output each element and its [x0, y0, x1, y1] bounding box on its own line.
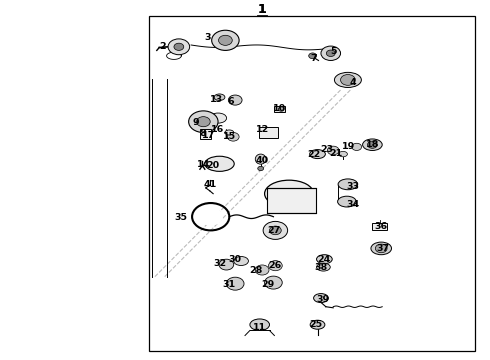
Text: 12: 12 — [256, 125, 270, 134]
Ellipse shape — [334, 72, 362, 87]
Ellipse shape — [317, 255, 332, 264]
Text: 8: 8 — [199, 130, 206, 139]
Circle shape — [352, 143, 362, 150]
Text: 25: 25 — [310, 320, 322, 329]
Ellipse shape — [225, 130, 234, 135]
Text: 1: 1 — [258, 3, 267, 15]
Text: 20: 20 — [207, 161, 220, 170]
Circle shape — [189, 111, 218, 132]
Text: 21: 21 — [330, 149, 343, 158]
Circle shape — [228, 95, 242, 105]
Ellipse shape — [250, 319, 270, 330]
Text: 16: 16 — [211, 125, 224, 134]
Text: 34: 34 — [346, 200, 359, 209]
Circle shape — [327, 146, 339, 155]
Ellipse shape — [314, 294, 328, 302]
Ellipse shape — [255, 154, 266, 164]
Circle shape — [341, 75, 355, 85]
Ellipse shape — [234, 256, 248, 266]
Circle shape — [212, 30, 239, 50]
Ellipse shape — [310, 320, 325, 329]
Text: 10: 10 — [273, 104, 286, 113]
Ellipse shape — [310, 150, 325, 159]
Text: 27: 27 — [267, 226, 280, 235]
Ellipse shape — [265, 180, 314, 207]
Text: 15: 15 — [223, 132, 236, 141]
Text: 28: 28 — [249, 266, 262, 275]
Circle shape — [198, 208, 223, 226]
Ellipse shape — [371, 242, 392, 255]
Text: 36: 36 — [375, 222, 388, 231]
Text: 19: 19 — [342, 143, 355, 152]
Text: 23: 23 — [320, 145, 333, 154]
Text: 29: 29 — [261, 280, 274, 289]
Bar — [274, 106, 285, 112]
Text: 38: 38 — [314, 263, 327, 272]
Text: 17: 17 — [202, 131, 216, 140]
Text: 40: 40 — [256, 156, 269, 165]
Text: 14: 14 — [196, 161, 210, 170]
Circle shape — [368, 141, 377, 148]
Bar — [259, 127, 278, 138]
Text: 9: 9 — [193, 118, 199, 127]
Circle shape — [226, 277, 244, 290]
Ellipse shape — [363, 139, 382, 150]
Bar — [267, 188, 316, 213]
Text: 1: 1 — [258, 3, 267, 15]
Circle shape — [309, 53, 317, 59]
Text: 35: 35 — [174, 213, 187, 222]
Ellipse shape — [339, 152, 347, 157]
Circle shape — [375, 244, 387, 253]
Text: 18: 18 — [366, 140, 379, 149]
Text: 31: 31 — [222, 280, 235, 289]
Ellipse shape — [338, 196, 356, 207]
Text: 37: 37 — [377, 244, 390, 253]
Circle shape — [263, 221, 288, 239]
Circle shape — [326, 50, 335, 57]
Circle shape — [196, 117, 210, 127]
Text: 6: 6 — [227, 97, 234, 106]
Text: 2: 2 — [159, 42, 166, 51]
Circle shape — [219, 259, 234, 270]
Circle shape — [219, 35, 232, 45]
Text: 24: 24 — [317, 256, 330, 264]
Ellipse shape — [338, 179, 358, 190]
Circle shape — [265, 276, 282, 289]
Text: 30: 30 — [228, 256, 241, 264]
Text: 5: 5 — [330, 47, 337, 56]
Circle shape — [258, 166, 264, 171]
Bar — [372, 223, 387, 230]
Circle shape — [278, 107, 284, 111]
Circle shape — [168, 39, 190, 55]
Text: 32: 32 — [213, 259, 226, 268]
Bar — [149, 16, 475, 351]
Ellipse shape — [205, 156, 234, 171]
Text: 3: 3 — [204, 33, 211, 42]
Ellipse shape — [317, 263, 330, 271]
Text: 7: 7 — [310, 54, 317, 63]
Circle shape — [174, 43, 184, 50]
Ellipse shape — [210, 113, 226, 123]
Circle shape — [255, 265, 269, 275]
Ellipse shape — [214, 94, 225, 100]
Text: 33: 33 — [346, 182, 359, 191]
Bar — [200, 129, 211, 139]
Text: 11: 11 — [253, 323, 267, 332]
Text: 13: 13 — [210, 95, 223, 104]
Circle shape — [270, 226, 281, 235]
Text: 26: 26 — [268, 261, 281, 270]
Circle shape — [227, 132, 239, 141]
Text: 22: 22 — [308, 150, 321, 159]
Circle shape — [321, 46, 341, 60]
Text: 41: 41 — [203, 180, 217, 189]
Text: 4: 4 — [349, 78, 356, 87]
Circle shape — [269, 261, 282, 271]
Text: 39: 39 — [317, 295, 330, 304]
